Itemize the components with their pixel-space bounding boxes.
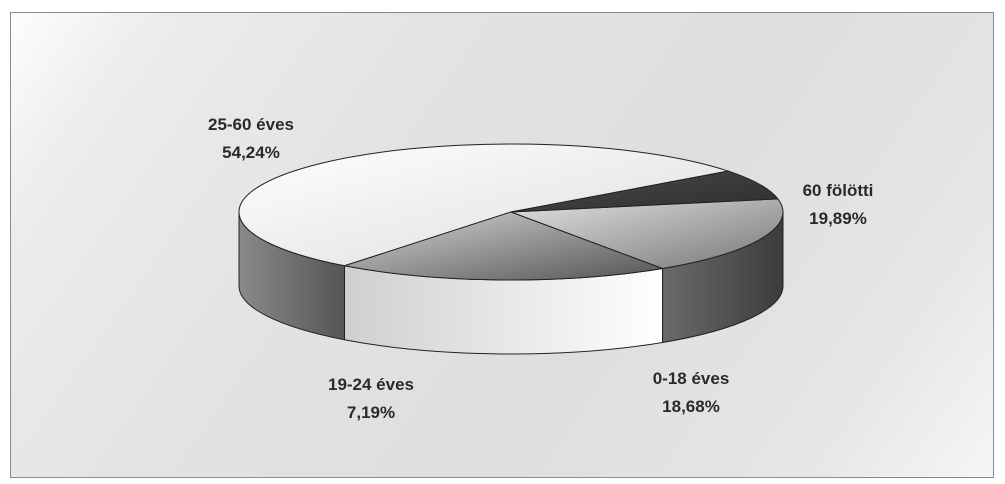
category-label: 60 fölötti: [802, 181, 874, 200]
category-label: 0-18 éves: [652, 369, 730, 388]
label-60-folotti: 60 fölötti 19,89%: [773, 177, 903, 233]
value-label: 54,24%: [222, 143, 280, 162]
category-label: 19-24 éves: [327, 375, 415, 394]
label-25-60: 25-60 éves 54,24%: [181, 111, 321, 167]
label-19-24: 19-24 éves 7,19%: [301, 371, 441, 427]
slice-19-24: [510, 170, 779, 213]
slice-60-folotti: [344, 211, 665, 281]
value-label: 7,19%: [346, 403, 396, 422]
label-0-18: 0-18 éves 18,68%: [621, 365, 761, 421]
category-label: 25-60 éves: [207, 115, 295, 134]
value-label: 19,89%: [809, 209, 867, 228]
pie-chart: [238, 143, 784, 355]
value-label: 18,68%: [662, 397, 720, 416]
slice-0-18: [510, 198, 784, 269]
chart-area: 25-60 éves 54,24% 60 fölötti 19,89% 0-18…: [10, 12, 994, 478]
slice-25-60: [238, 143, 731, 267]
